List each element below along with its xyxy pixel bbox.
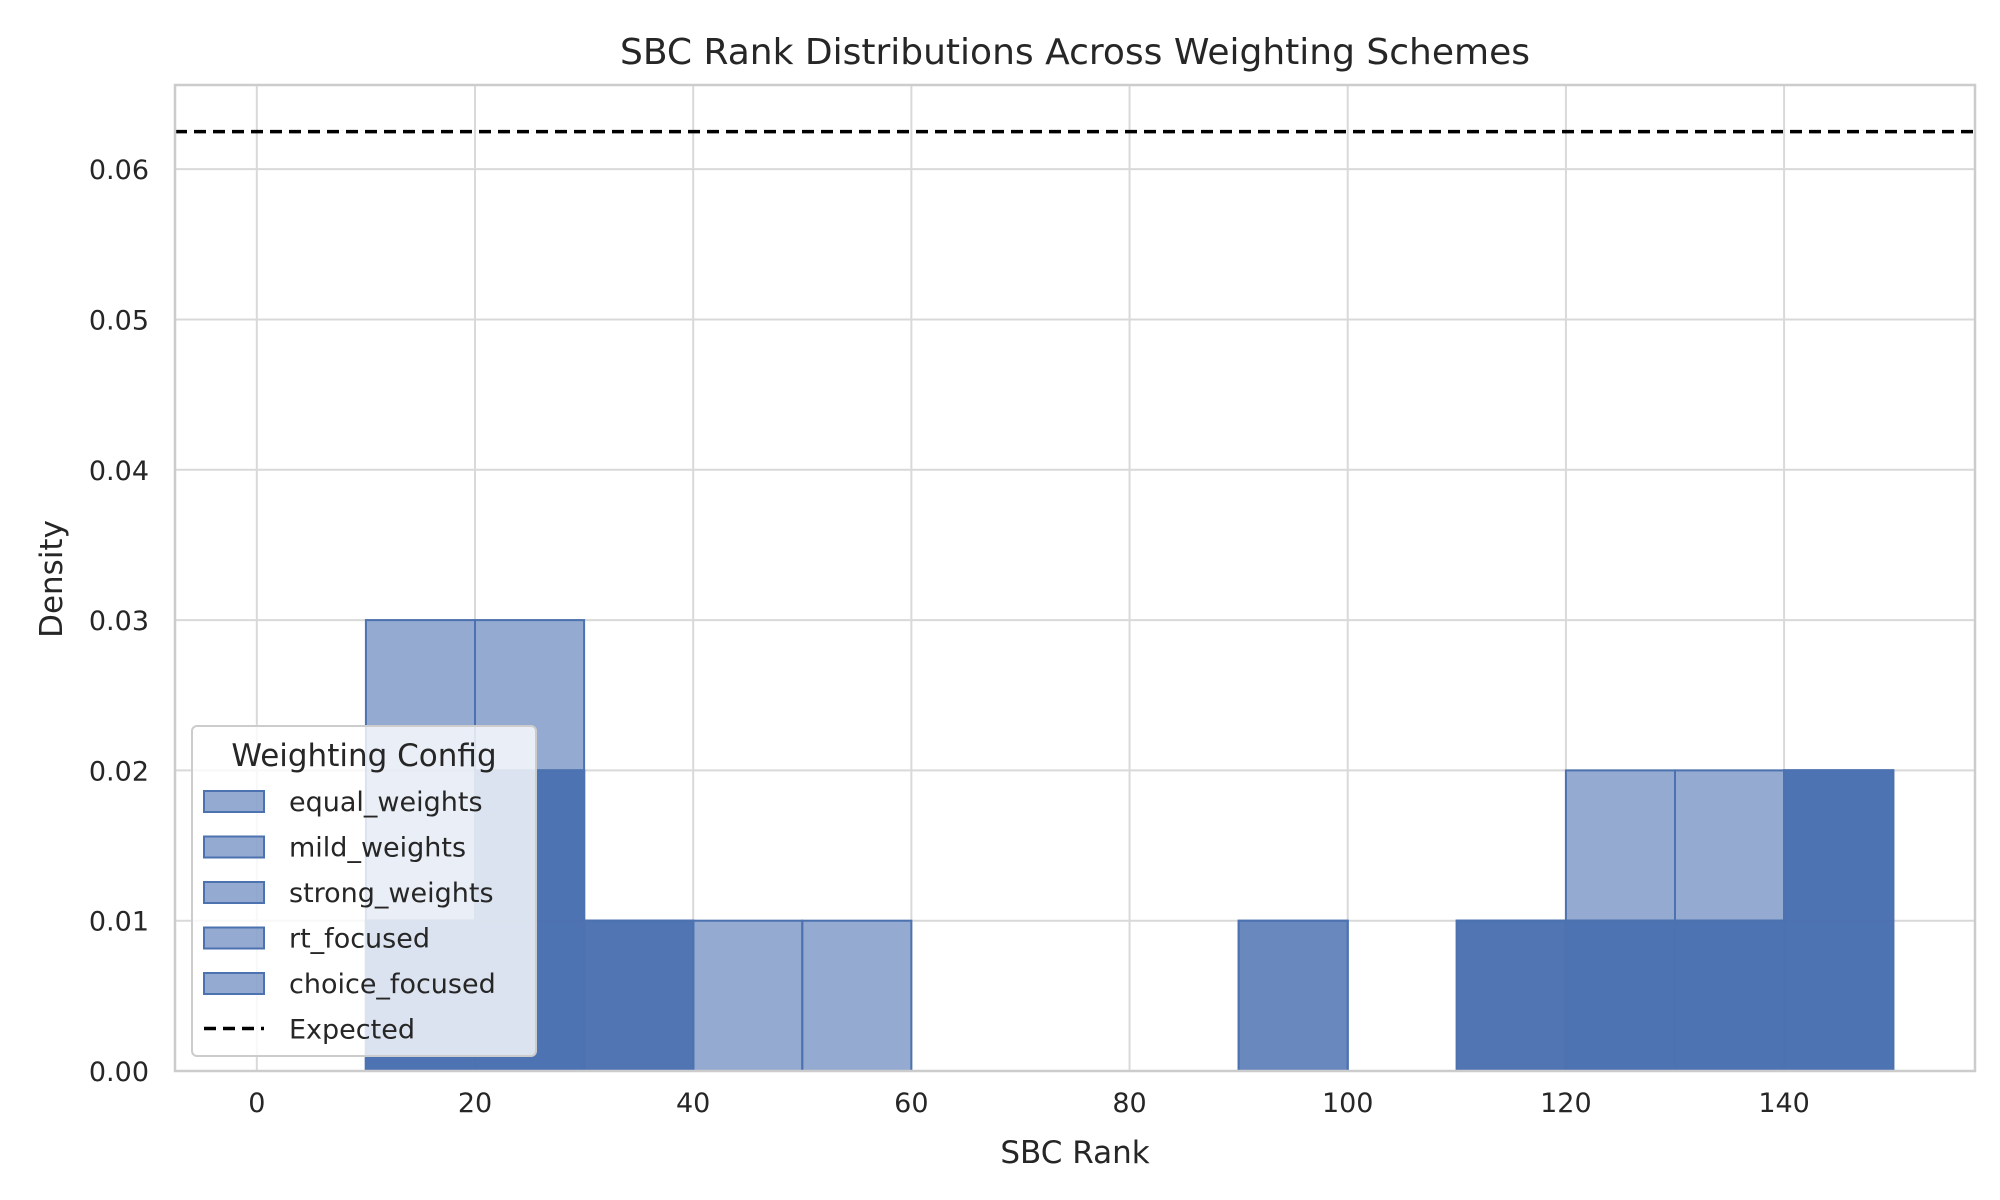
- x-tick-label: 40: [676, 1088, 710, 1119]
- y-axis-label: Density: [34, 520, 70, 638]
- bar-choice_focused-140: [1783, 769, 1895, 1072]
- legend-box: [191, 725, 537, 1057]
- x-tick-label: 0: [248, 1088, 265, 1119]
- x-axis-label: SBC Rank: [1000, 1135, 1149, 1171]
- legend-swatch-equal_weights: [203, 790, 265, 813]
- legend-title: Weighting Config: [231, 738, 496, 774]
- legend-label-choice_focused: choice_focused: [289, 969, 496, 1000]
- y-tick-label: 0.03: [89, 606, 149, 637]
- x-tick-label: 100: [1322, 1088, 1374, 1119]
- x-tick-label: 80: [1112, 1088, 1146, 1119]
- bar-choice_focused-120: [1564, 919, 1676, 1072]
- legend-swatch-mild_weights: [203, 835, 265, 859]
- legend-swatch-choice_focused: [203, 972, 265, 995]
- bar-choice_focused-130: [1674, 919, 1786, 1072]
- x-tick-labels: 0 20 40 60 80 100 120 140: [248, 1088, 1810, 1119]
- legend-label-equal_weights: equal_weights: [289, 787, 483, 818]
- bar-rt_focused-50: [801, 919, 913, 1072]
- legend-label-rt_focused: rt_focused: [289, 924, 430, 955]
- legend-swatch-rt_focused: [203, 926, 265, 950]
- bar-choice_focused-40: [692, 919, 804, 1072]
- bar-choice_focused-30: [583, 919, 695, 1072]
- legend-swatch-strong_weights: [203, 881, 265, 904]
- y-tick-label: 0.02: [89, 756, 149, 787]
- y-tick-label: 0.05: [89, 305, 149, 336]
- legend-label-Expected: Expected: [289, 1015, 415, 1046]
- y-tick-label: 0.01: [89, 907, 149, 938]
- legend-label-mild_weights: mild_weights: [289, 833, 466, 864]
- x-tick-label: 60: [894, 1088, 928, 1119]
- y-tick-label: 0.04: [89, 456, 149, 487]
- legend: Weighting Config equal_weights mild_weight…: [191, 725, 537, 1057]
- x-tick-label: 20: [458, 1088, 492, 1119]
- y-tick-label: 0.00: [89, 1057, 149, 1088]
- y-tick-labels: 0.00 0.01 0.02 0.03 0.04 0.05 0.06: [89, 155, 149, 1088]
- bar-rt_focused-110: [1455, 919, 1567, 1072]
- chart-title: SBC Rank Distributions Across Weighting …: [620, 32, 1530, 73]
- bar-choice_focused-90: [1237, 919, 1349, 1072]
- legend-label-strong_weights: strong_weights: [289, 878, 494, 909]
- y-tick-label: 0.06: [89, 155, 149, 186]
- x-tick-label: 120: [1540, 1088, 1592, 1119]
- x-tick-label: 140: [1758, 1088, 1810, 1119]
- plot-frame: [173, 83, 1977, 1073]
